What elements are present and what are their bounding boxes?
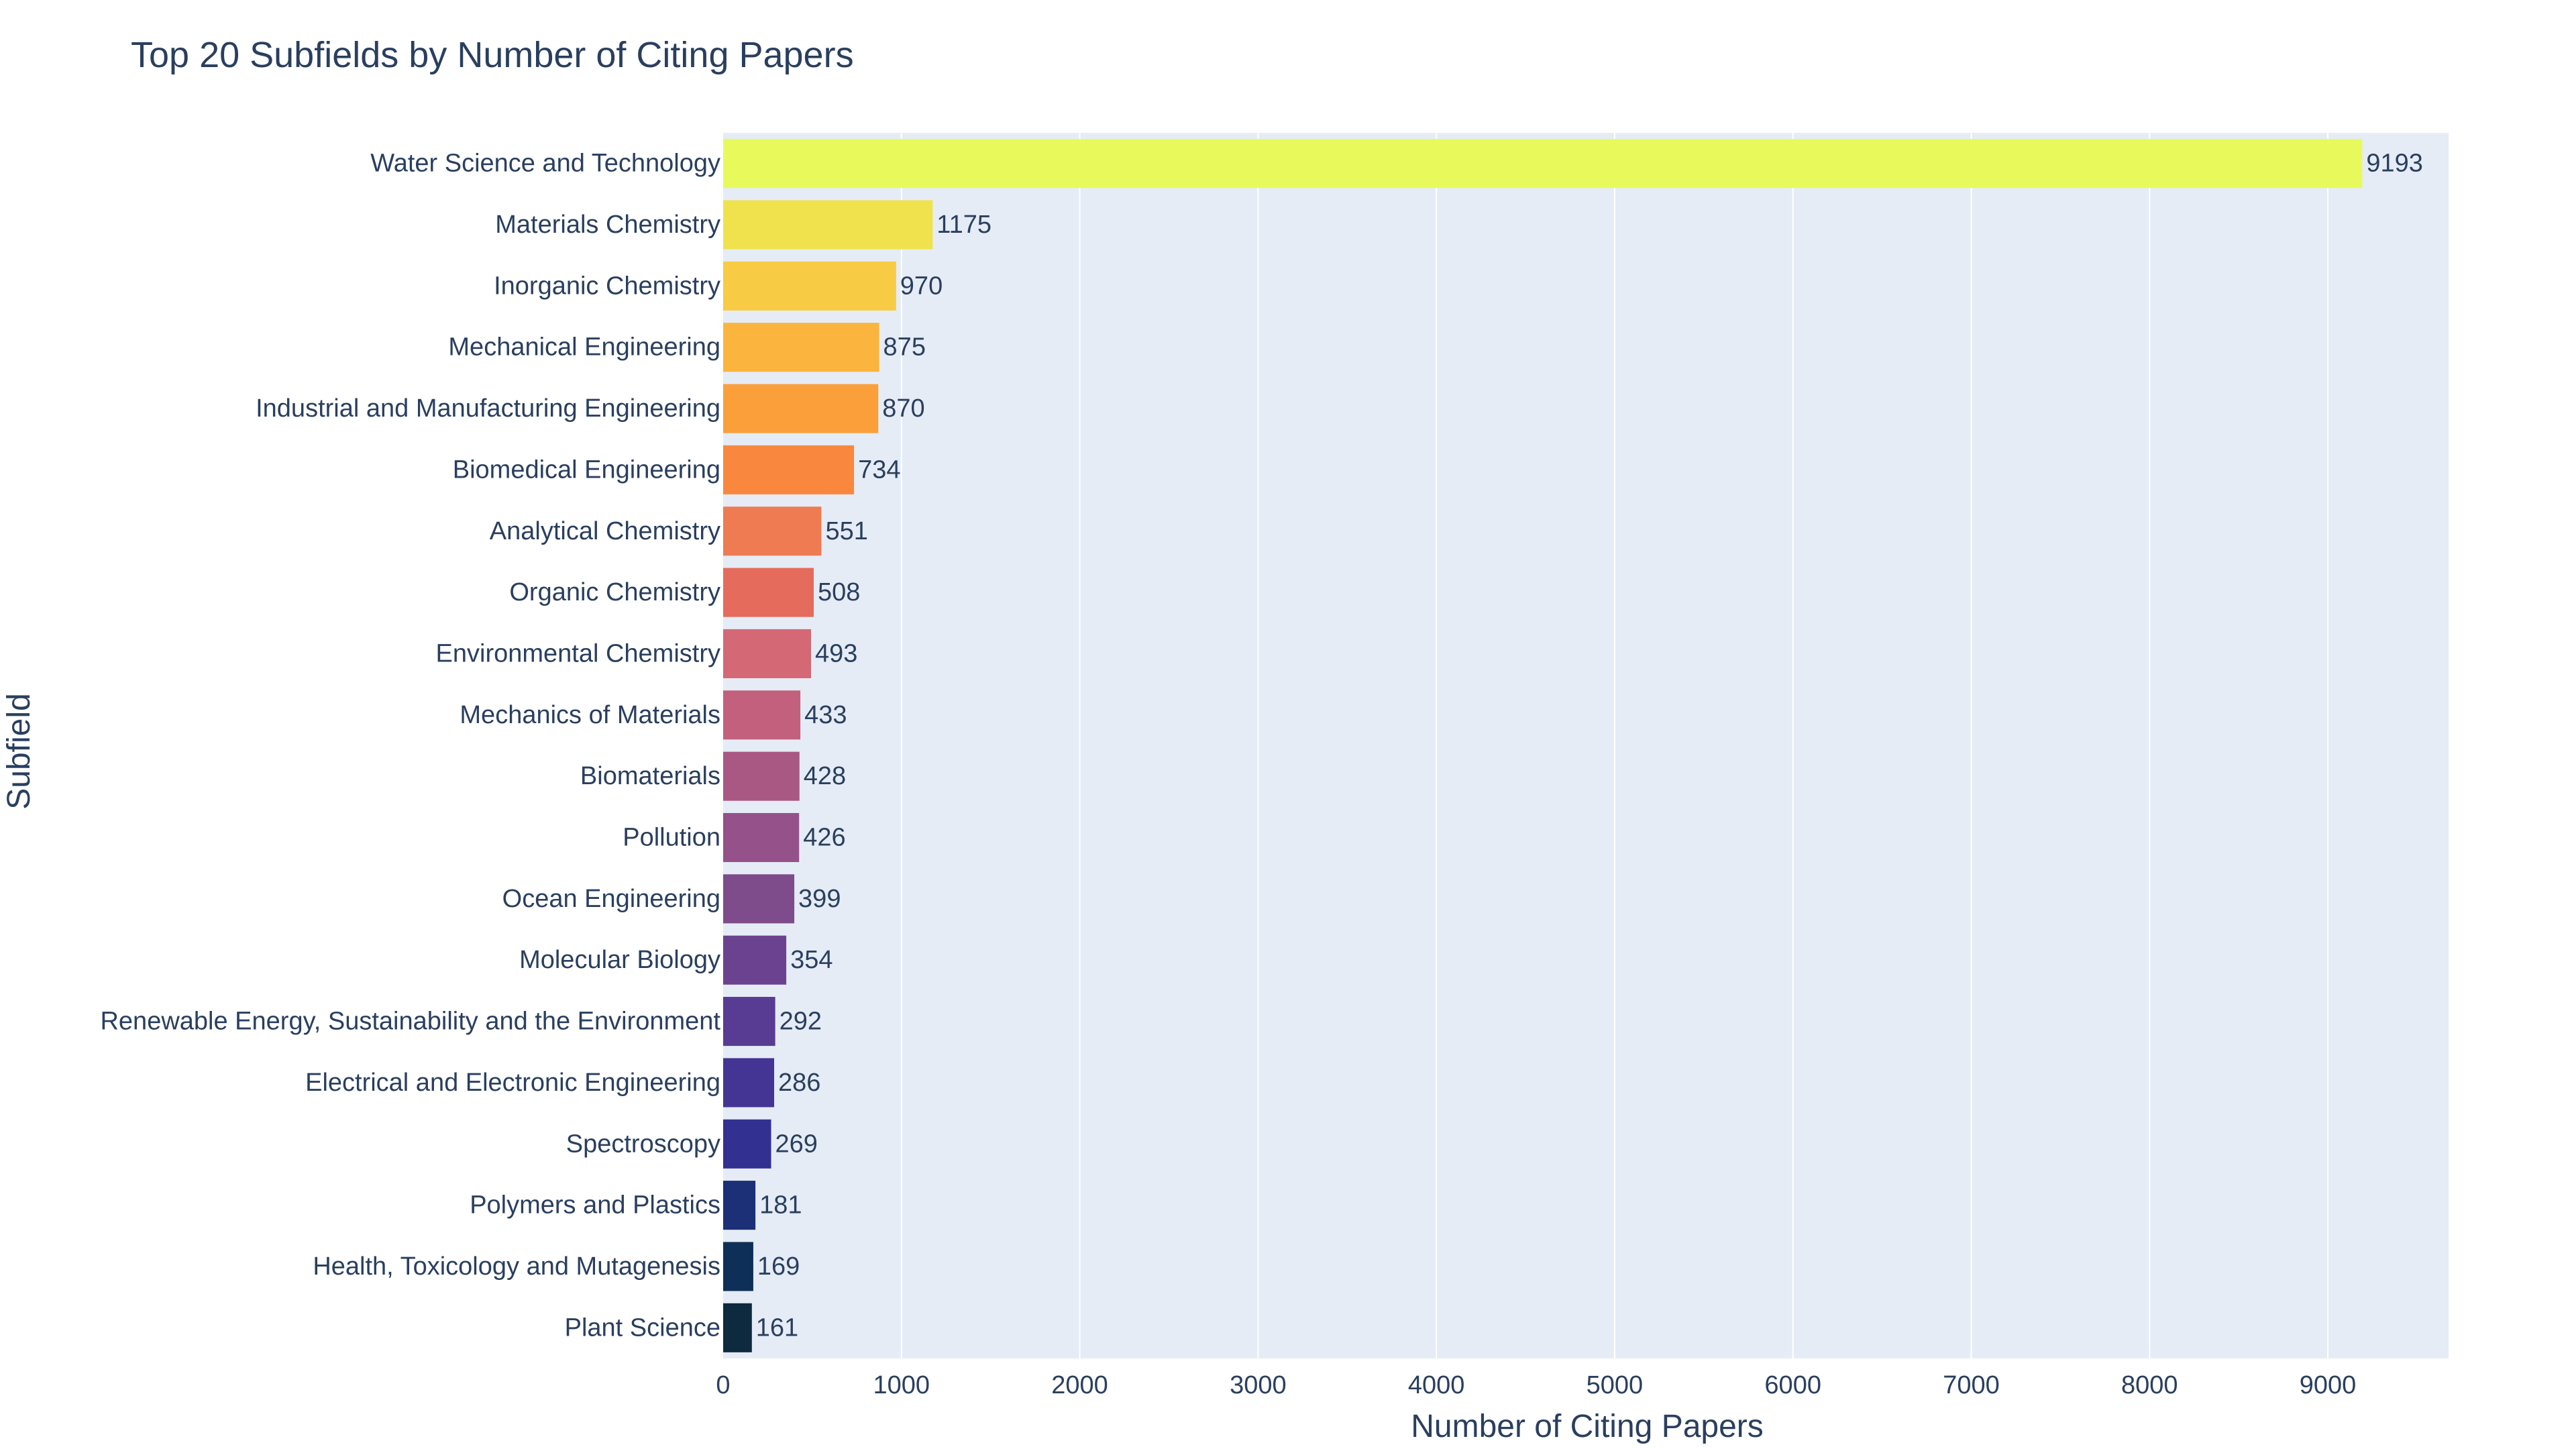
category-label: Renewable Energy, Sustainability and the… bbox=[100, 1008, 720, 1036]
data-label: 493 bbox=[815, 639, 857, 667]
data-label: 269 bbox=[775, 1130, 817, 1158]
data-label: 169 bbox=[757, 1252, 800, 1281]
x-tick-label: 5000 bbox=[1587, 1371, 1644, 1399]
category-label: Inorganic Chemistry bbox=[494, 272, 720, 300]
bar bbox=[723, 812, 800, 863]
category-label: Industrial and Manufacturing Engineering bbox=[256, 394, 720, 423]
bar bbox=[723, 200, 933, 250]
data-label: 354 bbox=[790, 946, 833, 974]
bar bbox=[723, 568, 814, 617]
bar bbox=[723, 874, 795, 924]
bar bbox=[723, 1119, 771, 1169]
data-label: 1175 bbox=[936, 211, 991, 239]
data-labels: 9193 1175 970 875 870 734 551 508 493 433 428 426 39… bbox=[756, 150, 2423, 1342]
gridlines bbox=[900, 133, 2329, 1358]
x-tick-label: 1000 bbox=[873, 1371, 930, 1399]
bar bbox=[723, 139, 2363, 189]
data-label: 181 bbox=[759, 1191, 802, 1220]
data-label: 508 bbox=[818, 578, 860, 606]
category-label: Electrical and Electronic Engineering bbox=[305, 1069, 720, 1097]
data-label: 428 bbox=[804, 762, 846, 790]
category-label: Spectroscopy bbox=[566, 1130, 720, 1158]
data-label: 292 bbox=[780, 1008, 822, 1036]
x-tick-label: 9000 bbox=[2300, 1371, 2357, 1399]
data-label: 286 bbox=[778, 1069, 820, 1097]
category-label: Organic Chemistry bbox=[509, 578, 720, 606]
data-label: 551 bbox=[825, 517, 867, 545]
category-label: Polymers and Plastics bbox=[470, 1191, 720, 1220]
bar bbox=[723, 1181, 756, 1230]
category-label: Molecular Biology bbox=[519, 946, 720, 974]
bar bbox=[723, 1242, 753, 1291]
x-tick-label: 8000 bbox=[2121, 1371, 2178, 1399]
x-tick-labels: 0 1000 2000 3000 4000 5000 6000 7000 8000 9000 bbox=[716, 1371, 2356, 1399]
category-label: Biomaterials bbox=[580, 762, 720, 790]
data-label: 970 bbox=[900, 272, 943, 300]
x-tick-label: 3000 bbox=[1230, 1371, 1287, 1399]
category-label: Materials Chemistry bbox=[495, 211, 720, 239]
bars bbox=[723, 139, 2363, 1352]
x-tick-label: 4000 bbox=[1408, 1371, 1465, 1399]
category-label: Mechanical Engineering bbox=[448, 333, 720, 362]
category-label: Biomedical Engineering bbox=[453, 455, 720, 484]
bar bbox=[723, 751, 800, 801]
x-tick-label: 6000 bbox=[1764, 1371, 1821, 1399]
bar bbox=[723, 1058, 775, 1108]
data-label: 9193 bbox=[2366, 150, 2423, 178]
bar bbox=[723, 935, 787, 985]
bar bbox=[723, 445, 855, 494]
bar bbox=[723, 997, 775, 1046]
category-label: Plant Science bbox=[565, 1313, 720, 1342]
data-label: 870 bbox=[882, 394, 924, 423]
category-label: Ocean Engineering bbox=[502, 885, 720, 913]
category-label: Pollution bbox=[623, 824, 720, 852]
category-label: Environmental Chemistry bbox=[436, 639, 720, 667]
chart-title: Top 20 Subfields by Number of Citing Pap… bbox=[131, 35, 854, 75]
bar bbox=[723, 1303, 752, 1352]
y-axis-title: Subfield bbox=[1, 693, 37, 809]
x-tick-label: 0 bbox=[716, 1371, 730, 1399]
data-label: 426 bbox=[803, 824, 845, 852]
data-label: 875 bbox=[883, 333, 926, 362]
x-tick-label: 7000 bbox=[1943, 1371, 2000, 1399]
x-axis-title: Number of Citing Papers bbox=[1411, 1409, 1764, 1444]
data-label: 734 bbox=[858, 455, 900, 484]
data-label: 433 bbox=[804, 701, 847, 729]
bar bbox=[723, 323, 879, 372]
bar bbox=[723, 384, 879, 433]
bar bbox=[723, 261, 896, 311]
bar bbox=[723, 629, 812, 679]
category-labels: Water Science and Technology Materials Ch… bbox=[100, 150, 720, 1342]
category-label: Mechanics of Materials bbox=[460, 701, 720, 729]
data-label: 161 bbox=[756, 1313, 798, 1342]
category-label: Water Science and Technology bbox=[370, 150, 720, 178]
data-label: 399 bbox=[798, 885, 841, 913]
category-label: Health, Toxicology and Mutagenesis bbox=[313, 1252, 720, 1281]
bar bbox=[723, 506, 822, 556]
bar bbox=[723, 690, 801, 740]
category-label: Analytical Chemistry bbox=[490, 517, 720, 545]
x-tick-label: 2000 bbox=[1051, 1371, 1108, 1399]
plot-background bbox=[723, 133, 2449, 1358]
